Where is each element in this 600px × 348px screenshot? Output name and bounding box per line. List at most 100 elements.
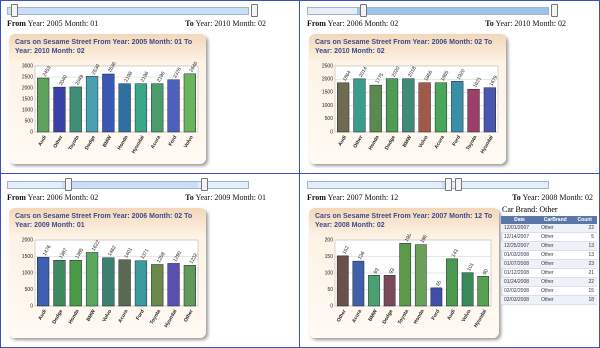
y-tick-label: 50 (327, 287, 333, 293)
table-row[interactable]: 12/14/2007 Other 5 (501, 232, 597, 242)
slider-handle[interactable] (251, 4, 258, 17)
bar[interactable] (69, 260, 82, 307)
table-row[interactable]: 02/03/2008 Other 18 (501, 295, 597, 305)
table-cell: 01/03/2008 (501, 250, 539, 260)
x-tick-label: Dodge (84, 134, 97, 151)
slider-handle[interactable] (551, 4, 558, 17)
y-tick-label: 1000 (22, 270, 33, 276)
bar[interactable] (69, 86, 82, 133)
bar[interactable] (102, 73, 115, 133)
bar[interactable] (183, 265, 196, 307)
bar[interactable] (134, 83, 148, 133)
from-value: Year: 2006 Month: 02 (327, 19, 399, 28)
table-row[interactable]: 01/24/2008 Other 22 (501, 277, 597, 287)
bar[interactable] (118, 259, 131, 307)
table-row[interactable]: 12/01/2007 Other 22 (501, 224, 597, 233)
bar[interactable] (383, 275, 396, 307)
bar[interactable] (446, 258, 458, 307)
data-label: 1387 (58, 247, 69, 260)
data-label: 93 (388, 267, 396, 275)
bar[interactable] (167, 263, 180, 307)
slider-handle[interactable] (65, 178, 72, 191)
data-label: 2049 (74, 74, 85, 87)
to-label: To Year: 2010 Month: 02 (171, 19, 266, 28)
divider (299, 1, 300, 347)
bar[interactable] (167, 79, 180, 133)
bar[interactable] (477, 276, 490, 307)
bar[interactable] (434, 82, 448, 133)
table-row[interactable]: 12/25/2007 Other 13 (501, 241, 597, 251)
y-tick-label: 2000 (22, 237, 33, 243)
table-row[interactable]: 01/07/2008 Other 23 (501, 259, 597, 269)
chart-box: Cars on Sesame Street From Year: 2005 Mo… (9, 34, 206, 164)
bar[interactable] (337, 82, 350, 133)
x-tick-label: Dodge (382, 308, 395, 325)
bar[interactable] (102, 257, 115, 307)
slider-handle[interactable] (455, 178, 462, 191)
table-cell: 12/25/2007 (501, 241, 539, 251)
bar[interactable] (53, 86, 66, 133)
table-row[interactable]: 01/03/2008 Other 13 (501, 250, 597, 260)
bar[interactable] (118, 83, 131, 133)
bar[interactable] (430, 287, 443, 307)
bar[interactable] (353, 78, 366, 133)
x-tick-label: Other (183, 309, 195, 324)
x-tick-label: BMW (367, 308, 379, 322)
slider-track[interactable] (307, 181, 549, 189)
bar[interactable] (461, 272, 474, 307)
slider-track[interactable] (7, 181, 249, 189)
x-tick-label: Volvo (461, 309, 473, 323)
bar[interactable] (85, 252, 99, 307)
slider-track[interactable] (7, 7, 249, 15)
table-row[interactable]: 01/12/2008 Other 21 (501, 268, 597, 278)
x-tick-label: Toyota (465, 134, 478, 151)
bar[interactable] (53, 259, 66, 307)
table-cell: 12/01/2007 (501, 224, 539, 233)
table-row[interactable]: 02/02/2008 Other 15 (501, 286, 597, 296)
bar[interactable] (183, 73, 196, 133)
data-label: 1232 (189, 252, 200, 265)
data-label: 2040 (58, 74, 69, 87)
x-tick-label: Ford (431, 309, 442, 322)
y-tick-label: 0 (30, 129, 33, 135)
y-tick-label: 2000 (322, 77, 333, 83)
bar[interactable] (451, 81, 464, 133)
bar[interactable] (37, 77, 50, 133)
bar[interactable] (399, 243, 412, 307)
bar[interactable] (151, 264, 164, 307)
bar[interactable] (85, 76, 99, 133)
y-tick-label: 500 (25, 287, 34, 293)
slider-handle[interactable] (11, 4, 18, 17)
bar[interactable] (483, 87, 496, 133)
slider-handle[interactable] (445, 178, 452, 191)
bar[interactable] (467, 88, 480, 133)
to-value: Year: 2009 Month: 01 (195, 193, 266, 202)
bar[interactable] (418, 82, 431, 133)
column-header: Count (572, 216, 597, 224)
bar[interactable] (352, 260, 365, 307)
to-word: To (185, 193, 194, 202)
data-label: 55 (435, 280, 443, 288)
table-cell: Other (538, 224, 573, 233)
to-label: To Year: 2010 Month: 02 (471, 19, 566, 28)
bar[interactable] (402, 78, 415, 133)
data-label: 1865 (440, 70, 451, 83)
bar[interactable] (37, 257, 50, 307)
x-tick-label: Audi (37, 134, 48, 147)
bar[interactable] (414, 244, 427, 307)
bar[interactable] (134, 260, 148, 307)
table-cell: Other (538, 232, 573, 242)
bar[interactable] (385, 78, 399, 133)
bar[interactable] (368, 275, 380, 307)
slider-handle[interactable] (360, 4, 367, 17)
from-label: From Year: 2007 Month: 12 (307, 193, 398, 202)
data-label: 2646 (189, 61, 200, 74)
y-tick-label: 1500 (22, 96, 33, 102)
bar[interactable] (336, 255, 349, 307)
bar[interactable] (369, 84, 382, 133)
data-label: 1462 (107, 245, 118, 258)
from-word: From (7, 19, 26, 28)
bar[interactable] (151, 83, 164, 133)
slider-handle[interactable] (201, 178, 208, 191)
x-tick-label: Ford (168, 135, 179, 148)
